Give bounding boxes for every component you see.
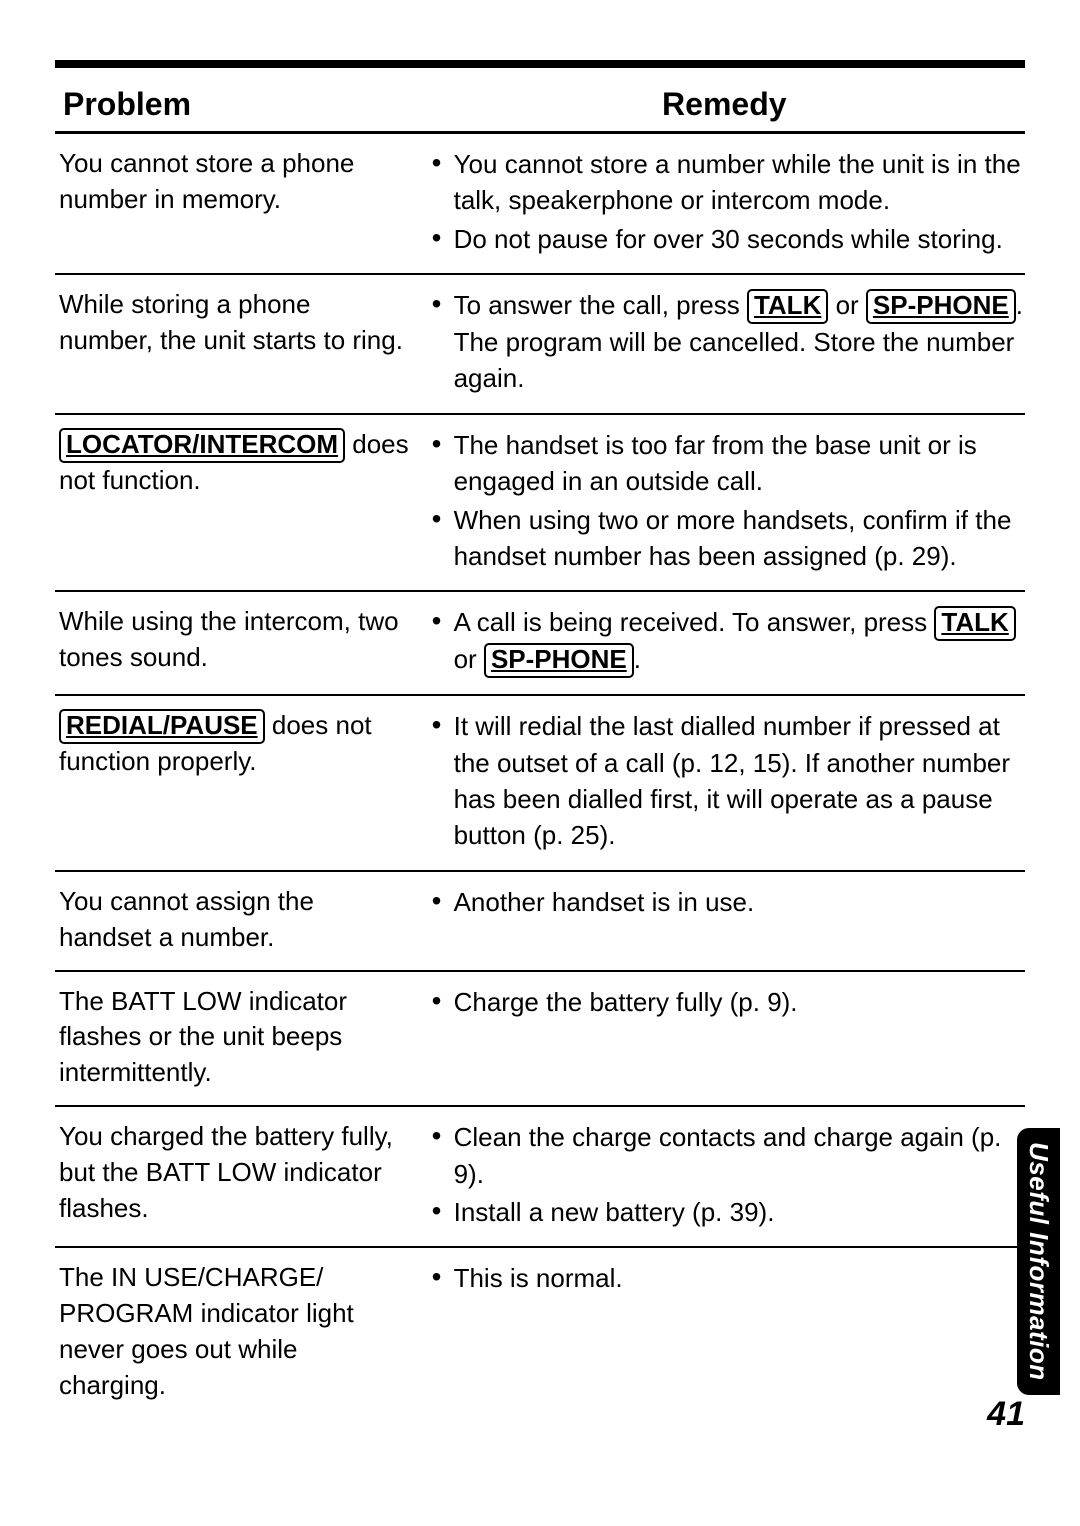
problem-cell: LOCATOR/INTERCOM does not function. — [55, 427, 424, 577]
remedy-cell: Another handset is in use. — [424, 884, 1025, 956]
problem-cell: You cannot assign the handset a number. — [55, 884, 424, 956]
remedy-item: Install a new battery (p. 39). — [430, 1194, 1025, 1230]
section-tab: Useful Information — [1017, 1128, 1060, 1395]
remedy-cell: Clean the charge contacts and charge aga… — [424, 1119, 1025, 1232]
remedy-list: This is normal. — [430, 1260, 1025, 1296]
table-row: LOCATOR/INTERCOM does not function.The h… — [55, 415, 1025, 593]
remedy-item: The handset is too far from the base uni… — [430, 427, 1025, 500]
remedy-item: Another handset is in use. — [430, 884, 1025, 920]
table-row: REDIAL/PAUSE does not function properly.… — [55, 696, 1025, 872]
table-row: While storing a phone number, the unit s… — [55, 275, 1025, 415]
page-number: 41 — [987, 1395, 1025, 1434]
remedy-item: It will redial the last dialled number i… — [430, 708, 1025, 854]
remedy-item: Clean the charge contacts and charge aga… — [430, 1119, 1025, 1192]
problem-cell: The BATT LOW indicator flashes or the un… — [55, 984, 424, 1092]
remedy-cell: A call is being received. To answer, pre… — [424, 604, 1025, 680]
remedy-item: A call is being received. To answer, pre… — [430, 604, 1025, 678]
remedy-cell: The handset is too far from the base uni… — [424, 427, 1025, 577]
remedy-item: This is normal. — [430, 1260, 1025, 1296]
table-row: The BATT LOW indicator flashes or the un… — [55, 972, 1025, 1108]
remedy-item: Do not pause for over 30 seconds while s… — [430, 221, 1025, 257]
remedy-item: To answer the call, press TALK or SP-PHO… — [430, 287, 1025, 397]
header-problem: Problem — [55, 86, 424, 123]
table-body: You cannot store a phone number in memor… — [55, 134, 1025, 1418]
problem-cell: REDIAL/PAUSE does not function properly. — [55, 708, 424, 856]
remedy-list: To answer the call, press TALK or SP-PHO… — [430, 287, 1025, 397]
table-row: You cannot store a phone number in memor… — [55, 134, 1025, 275]
table-row: While using the intercom, two tones soun… — [55, 592, 1025, 696]
remedy-list: Another handset is in use. — [430, 884, 1025, 920]
remedy-cell: It will redial the last dialled number i… — [424, 708, 1025, 856]
remedy-cell: You cannot store a number while the unit… — [424, 146, 1025, 259]
remedy-item: You cannot store a number while the unit… — [430, 146, 1025, 219]
top-rule — [55, 60, 1025, 68]
problem-cell: While using the intercom, two tones soun… — [55, 604, 424, 680]
header-remedy: Remedy — [424, 86, 1025, 123]
page-container: Problem Remedy You cannot store a phone … — [0, 0, 1080, 1458]
table-header-row: Problem Remedy — [55, 86, 1025, 134]
remedy-list: Charge the battery fully (p. 9). — [430, 984, 1025, 1020]
remedy-item: When using two or more handsets, confirm… — [430, 502, 1025, 575]
remedy-list: The handset is too far from the base uni… — [430, 427, 1025, 575]
remedy-cell: Charge the battery fully (p. 9). — [424, 984, 1025, 1092]
remedy-list: Clean the charge contacts and charge aga… — [430, 1119, 1025, 1230]
problem-cell: You charged the battery fully, but the B… — [55, 1119, 424, 1232]
problem-cell: While storing a phone number, the unit s… — [55, 287, 424, 399]
remedy-item: Charge the battery fully (p. 9). — [430, 984, 1025, 1020]
table-row: You cannot assign the handset a number.A… — [55, 872, 1025, 972]
remedy-list: You cannot store a number while the unit… — [430, 146, 1025, 257]
problem-cell: The IN USE/CHARGE/ PROGRAM indicator lig… — [55, 1260, 424, 1404]
remedy-cell: To answer the call, press TALK or SP-PHO… — [424, 287, 1025, 399]
remedy-cell: This is normal. — [424, 1260, 1025, 1404]
table-row: The IN USE/CHARGE/ PROGRAM indicator lig… — [55, 1248, 1025, 1418]
table-row: You charged the battery fully, but the B… — [55, 1107, 1025, 1248]
remedy-list: It will redial the last dialled number i… — [430, 708, 1025, 854]
remedy-list: A call is being received. To answer, pre… — [430, 604, 1025, 678]
problem-cell: You cannot store a phone number in memor… — [55, 146, 424, 259]
